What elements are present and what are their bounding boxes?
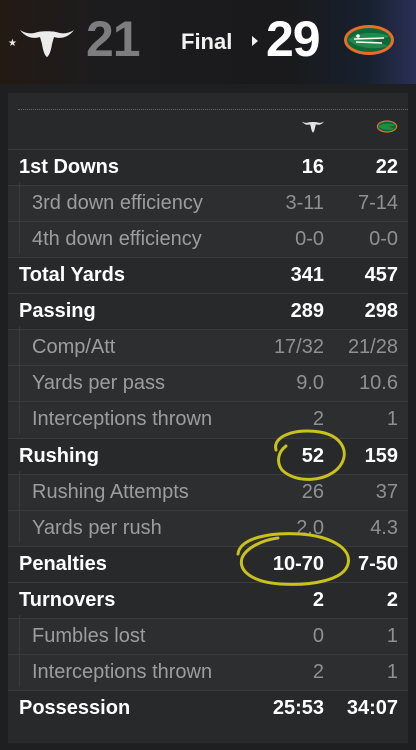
stat-label: Comp/Att <box>18 326 116 363</box>
away-value: 0-0 <box>295 228 324 251</box>
longhorn-icon <box>301 121 325 133</box>
scoreboard-header: ★ 21 Final 29 <box>0 0 416 84</box>
stat-label: Yards per rush <box>19 506 162 543</box>
away-value: 341 <box>290 264 324 287</box>
home-value: 1 <box>386 408 398 431</box>
stat-row: Interceptions thrown 2 1 <box>8 398 408 438</box>
home-value: 22 <box>375 156 398 179</box>
away-value: 2.0 <box>296 516 324 539</box>
stat-row: 4th down efficiency 0-0 0-0 <box>8 218 408 258</box>
stat-label: Passing <box>19 300 96 323</box>
game-status: Final <box>181 29 233 54</box>
team-stats-panel: 1st Downs 16 22 3rd down efficiency 3-11 7-14… <box>8 93 408 743</box>
divider <box>18 109 408 110</box>
stat-row: Passing 289 298 <box>8 293 408 329</box>
stat-row: Yards per pass 9.0 10.6 <box>8 362 408 402</box>
stat-row: 3rd down efficiency 3-11 7-14 <box>8 182 408 222</box>
home-value: 37 <box>375 480 398 503</box>
stat-label: Yards per pass <box>18 362 166 399</box>
stat-row: Penalties 10-70 7-50 <box>8 545 408 582</box>
away-value: 289 <box>290 300 324 323</box>
home-value: 10.6 <box>359 372 398 395</box>
stat-label: Fumbles lost <box>18 614 146 651</box>
stat-row: Interceptions thrown 2 1 <box>8 650 408 690</box>
stat-label: Total Yards <box>19 264 125 287</box>
away-value: 52 <box>301 444 324 467</box>
away-value: 3-11 <box>285 192 324 215</box>
stat-label: Interceptions thrown <box>18 650 213 687</box>
stat-row: Yards per rush 2.0 4.3 <box>8 506 408 546</box>
home-value: 457 <box>364 264 398 287</box>
stat-row: Rushing 52 159 <box>8 437 408 474</box>
home-score: 29 <box>266 11 321 67</box>
stat-row: Fumbles lost 0 1 <box>8 614 408 654</box>
home-value: 298 <box>364 300 398 323</box>
ranked-star-icon: ★ <box>8 38 17 49</box>
away-value: 17/32 <box>273 336 324 359</box>
stat-row: Rushing Attempts 26 37 <box>8 470 408 510</box>
away-score: 21 <box>86 11 141 67</box>
winner-arrow-icon <box>252 36 258 46</box>
away-value: 10-70 <box>272 552 324 575</box>
stat-label: Rushing <box>19 444 99 467</box>
stat-row: Possession 25:53 34:07 <box>8 689 408 726</box>
away-value: 2 <box>312 408 324 431</box>
home-value: 7-14 <box>357 192 398 215</box>
home-value: 2 <box>386 588 398 611</box>
away-value: 2 <box>312 660 324 683</box>
home-value: 0-0 <box>369 228 398 251</box>
stat-row: Turnovers 2 2 <box>8 581 408 618</box>
away-value: 16 <box>301 156 324 179</box>
away-value: 9.0 <box>296 372 324 395</box>
longhorn-logo-icon[interactable] <box>18 24 76 58</box>
stat-label: Interceptions thrown <box>18 398 213 435</box>
stat-label: Penalties <box>19 552 107 575</box>
gator-logo-icon[interactable] <box>342 22 396 58</box>
away-value: 2 <box>312 588 324 611</box>
stat-row: Total Yards 341 457 <box>8 257 408 293</box>
home-value: 34:07 <box>346 696 398 719</box>
away-value: 26 <box>301 480 324 503</box>
home-value: 7-50 <box>357 552 398 575</box>
gator-icon <box>376 120 398 133</box>
stat-label: Turnovers <box>19 588 116 611</box>
stat-label: Possession <box>19 696 131 719</box>
stat-label: 3rd down efficiency <box>19 182 203 219</box>
stat-label: 1st Downs <box>19 156 120 179</box>
home-value: 21/28 <box>347 336 398 359</box>
stat-label: 4th down efficiency <box>19 218 202 255</box>
away-value: 0 <box>312 624 324 647</box>
stat-label: Rushing Attempts <box>19 470 189 507</box>
away-value: 25:53 <box>272 696 324 719</box>
stat-row: 1st Downs 16 22 <box>8 149 408 185</box>
home-value: 1 <box>386 660 398 683</box>
stats-table: 1st Downs 16 22 3rd down efficiency 3-11 7-14… <box>8 149 408 726</box>
home-value: 4.3 <box>370 516 398 539</box>
stat-row: Comp/Att 17/32 21/28 <box>8 326 408 366</box>
home-value: 1 <box>386 624 398 647</box>
home-value: 159 <box>364 444 398 467</box>
